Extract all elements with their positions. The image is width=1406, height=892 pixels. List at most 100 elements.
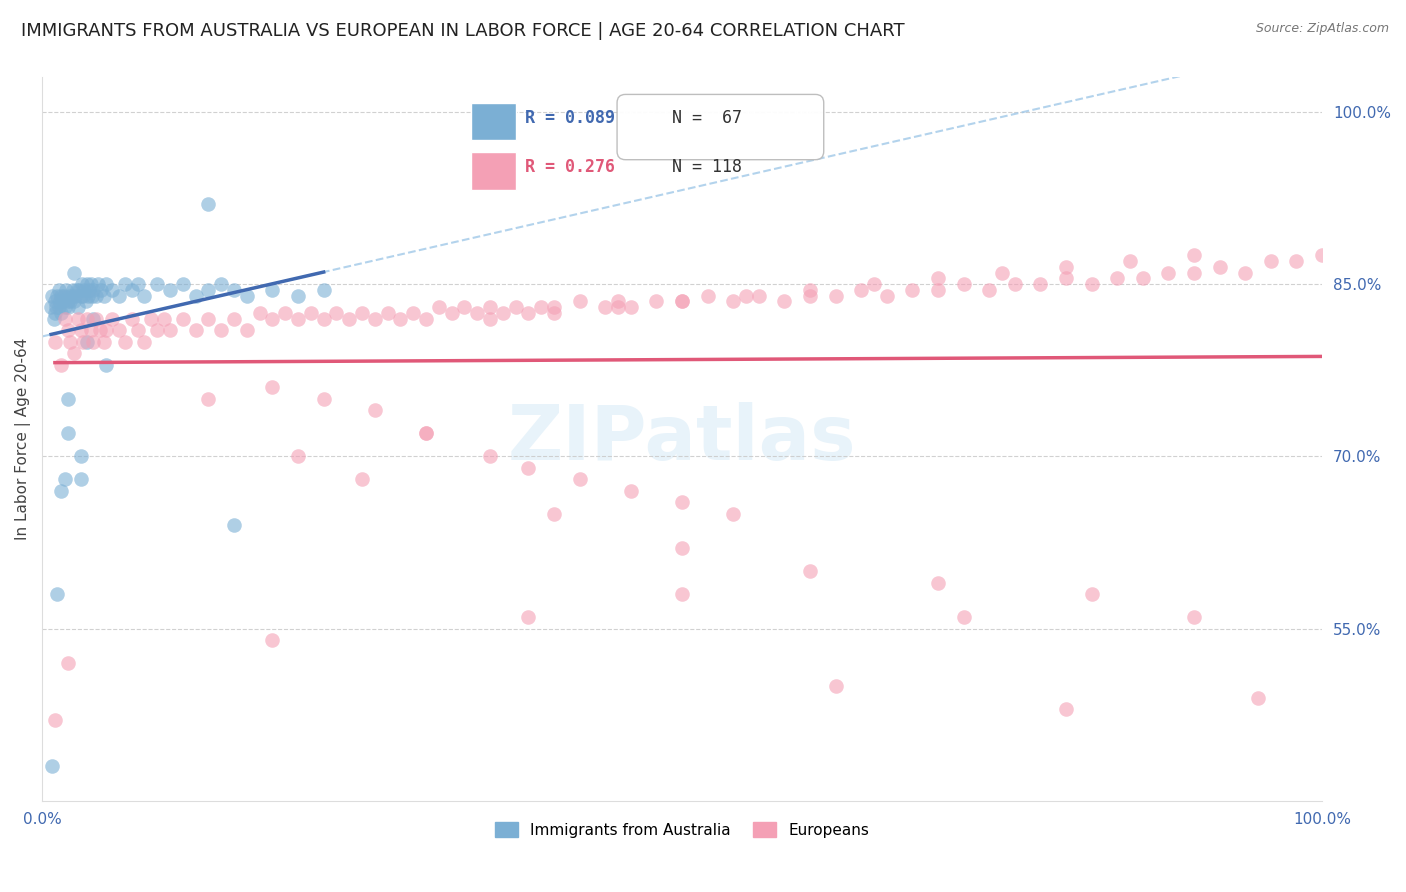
Point — [49, 294, 72, 309]
Point — [44, 294, 66, 309]
Point — [876, 288, 898, 302]
Point — [42, 311, 65, 326]
Point — [1080, 587, 1102, 601]
Point — [209, 323, 232, 337]
Point — [287, 311, 309, 326]
Text: Source: ZipAtlas.com: Source: ZipAtlas.com — [1256, 22, 1389, 36]
Point — [389, 311, 412, 326]
Point — [352, 306, 374, 320]
Point — [1182, 610, 1205, 624]
Point — [66, 311, 89, 326]
Point — [56, 656, 79, 670]
Point — [645, 294, 668, 309]
Point — [51, 358, 73, 372]
Point — [299, 306, 322, 320]
Point — [63, 294, 86, 309]
Point — [568, 472, 591, 486]
Point — [48, 283, 70, 297]
FancyBboxPatch shape — [471, 152, 516, 190]
Point — [1029, 277, 1052, 292]
Point — [799, 564, 821, 578]
Point — [593, 300, 616, 314]
Point — [249, 306, 271, 320]
Point — [262, 311, 284, 326]
Point — [337, 311, 360, 326]
Point — [453, 300, 475, 314]
Point — [492, 306, 515, 320]
Point — [415, 311, 437, 326]
Point — [134, 288, 156, 302]
Text: R = 0.089: R = 0.089 — [524, 109, 614, 127]
Point — [53, 311, 76, 326]
Point — [991, 266, 1014, 280]
Point — [94, 323, 117, 337]
Point — [77, 288, 100, 302]
Point — [287, 288, 309, 302]
Point — [101, 311, 124, 326]
Point — [51, 288, 73, 302]
Point — [696, 288, 718, 302]
Point — [197, 196, 219, 211]
Point — [172, 311, 194, 326]
Point — [87, 277, 110, 292]
Text: R = 0.089   N =  67
R = 0.276   N = 118: R = 0.089 N = 67 R = 0.276 N = 118 — [626, 103, 815, 152]
Point — [69, 288, 91, 302]
Point — [479, 311, 502, 326]
Point — [530, 300, 553, 314]
Point — [479, 300, 502, 314]
Point — [415, 426, 437, 441]
Point — [66, 300, 89, 314]
Point — [1247, 690, 1270, 705]
Point — [82, 334, 104, 349]
Point — [41, 759, 63, 773]
Point — [184, 323, 207, 337]
Point — [799, 288, 821, 302]
Point — [236, 323, 259, 337]
Point — [517, 461, 540, 475]
Point — [56, 300, 79, 314]
Point — [84, 288, 107, 302]
Point — [93, 288, 115, 302]
Point — [364, 311, 387, 326]
Point — [312, 392, 335, 406]
Point — [56, 392, 79, 406]
Point — [1157, 266, 1180, 280]
Point — [121, 311, 143, 326]
Point — [197, 283, 219, 297]
Point — [56, 323, 79, 337]
Point — [671, 495, 693, 509]
Point — [440, 306, 463, 320]
Point — [69, 323, 91, 337]
Point — [262, 283, 284, 297]
Point — [824, 679, 846, 693]
Point — [568, 294, 591, 309]
Point — [721, 507, 744, 521]
Point — [82, 283, 104, 297]
Point — [44, 334, 66, 349]
Point — [55, 283, 77, 297]
Point — [72, 334, 94, 349]
Point — [849, 283, 872, 297]
Point — [76, 334, 98, 349]
Point — [1054, 260, 1077, 274]
FancyBboxPatch shape — [471, 103, 516, 140]
Point — [222, 283, 245, 297]
Point — [620, 483, 643, 498]
Point — [146, 277, 169, 292]
Point — [73, 283, 96, 297]
Point — [94, 358, 117, 372]
Point — [76, 277, 98, 292]
Point — [44, 306, 66, 320]
Point — [69, 450, 91, 464]
Legend: Immigrants from Australia, Europeans: Immigrants from Australia, Europeans — [488, 815, 876, 844]
Point — [79, 283, 101, 297]
Point — [94, 277, 117, 292]
Point — [184, 288, 207, 302]
Point — [114, 334, 136, 349]
Point — [60, 288, 83, 302]
Point — [927, 575, 949, 590]
Point — [1285, 254, 1308, 268]
Point — [721, 294, 744, 309]
Point — [352, 472, 374, 486]
Point — [101, 283, 124, 297]
